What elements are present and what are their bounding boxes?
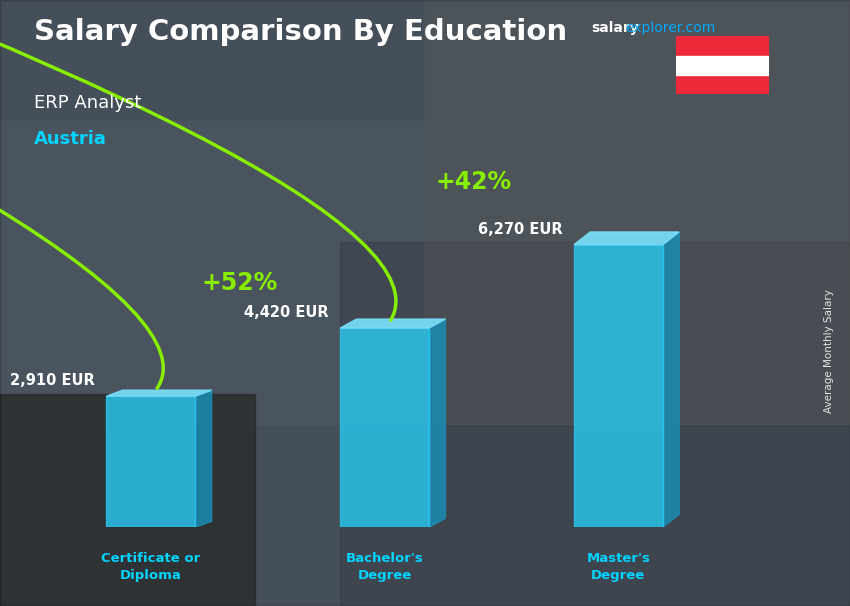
Bar	[340, 328, 429, 527]
Text: Austria: Austria	[34, 130, 107, 148]
Text: explorer.com: explorer.com	[625, 21, 715, 35]
Text: Bachelor's
Degree: Bachelor's Degree	[346, 552, 423, 582]
Text: +52%: +52%	[201, 271, 278, 295]
Polygon shape	[574, 232, 679, 245]
Polygon shape	[340, 319, 445, 328]
Text: Certificate or
Diploma: Certificate or Diploma	[101, 552, 201, 582]
Polygon shape	[196, 390, 212, 527]
Bar	[0, 121, 425, 424]
Bar	[106, 396, 196, 527]
Text: 6,270 EUR: 6,270 EUR	[478, 222, 563, 236]
Text: Salary Comparison By Education: Salary Comparison By Education	[34, 18, 567, 46]
Bar	[340, 242, 850, 606]
Text: +42%: +42%	[435, 170, 512, 194]
Polygon shape	[429, 319, 445, 527]
Bar	[676, 56, 769, 75]
Text: ERP Analyst: ERP Analyst	[34, 94, 141, 112]
Text: salary: salary	[591, 21, 638, 35]
Bar	[0, 394, 255, 606]
Text: 2,910 EUR: 2,910 EUR	[10, 373, 95, 388]
Polygon shape	[663, 232, 679, 527]
Bar	[574, 245, 663, 527]
Polygon shape	[106, 390, 212, 396]
Text: Master's
Degree: Master's Degree	[586, 552, 650, 582]
Bar	[425, 0, 850, 424]
Text: 4,420 EUR: 4,420 EUR	[244, 305, 328, 320]
Text: Average Monthly Salary: Average Monthly Salary	[824, 290, 834, 413]
